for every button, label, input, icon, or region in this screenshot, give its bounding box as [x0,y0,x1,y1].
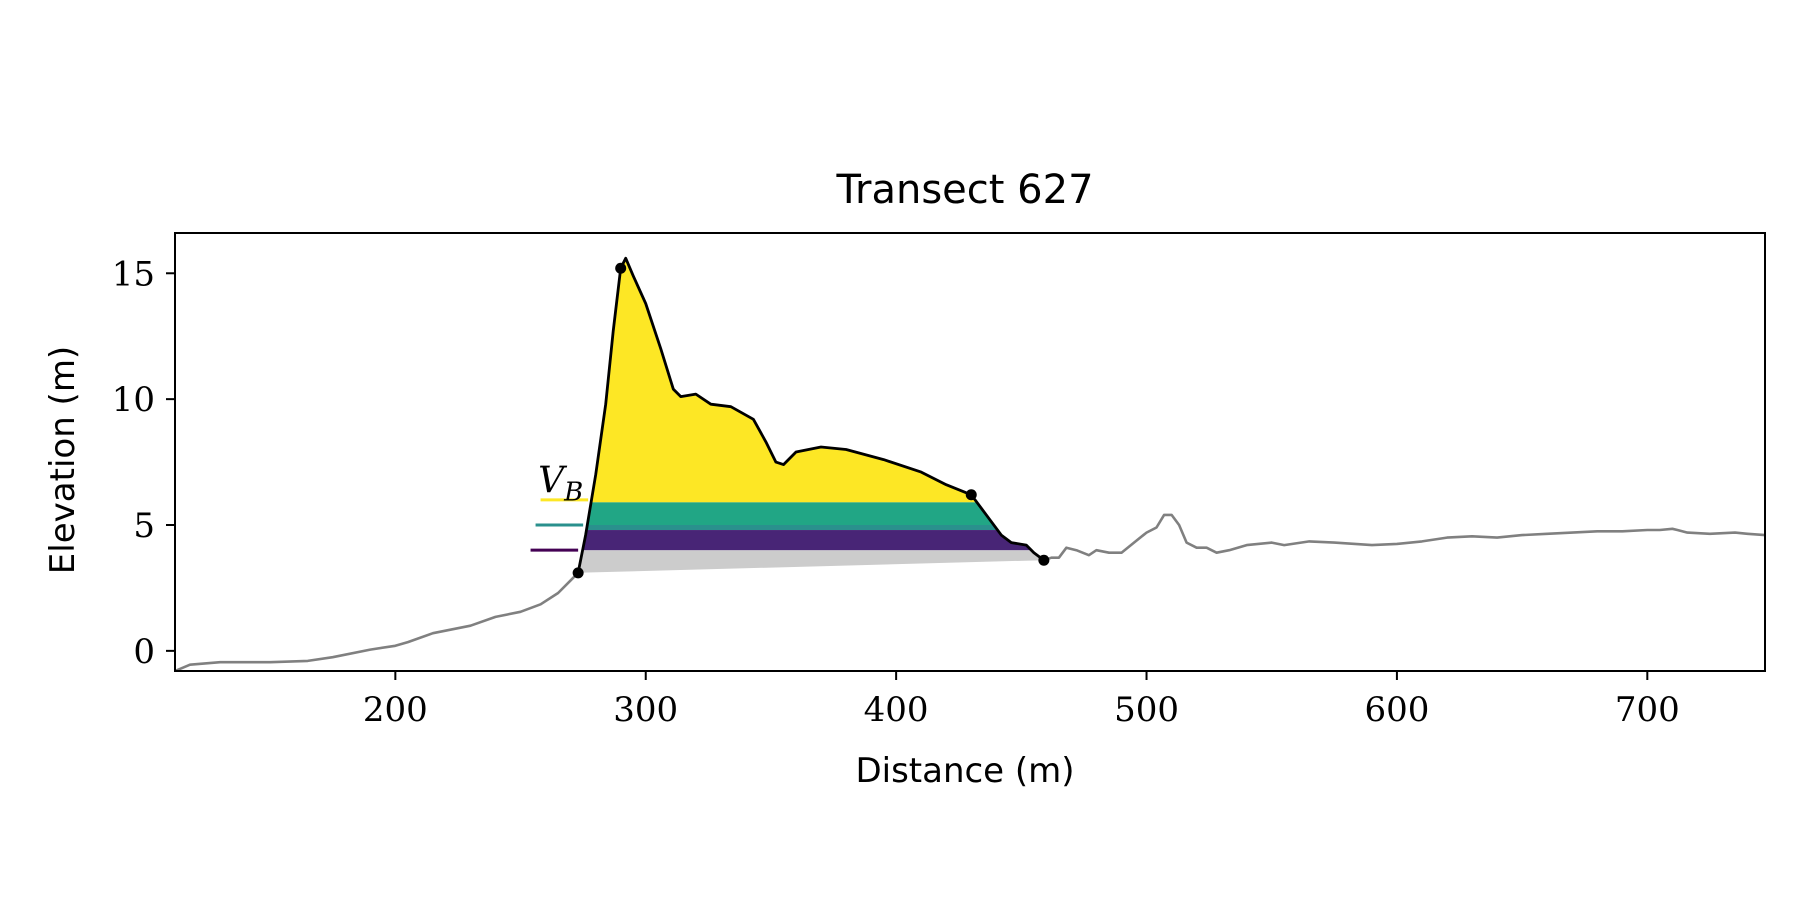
key-point-2 [615,262,627,274]
level-markers [530,498,589,552]
volume-annotation: VB [538,460,583,507]
x-tick-label-400: 400 [864,690,929,730]
x-axis: 200 300 400 500 600 700 [363,671,1680,730]
y-tick-label-15: 15 [112,254,155,294]
key-point-3 [965,489,977,501]
key-point-1 [572,567,584,579]
axes-frame [174,232,1766,672]
annotation-main: V [538,460,568,501]
x-tick-label-500: 500 [1114,690,1179,730]
y-axis: 0 5 10 15 [112,254,175,672]
x-tick-label-700: 700 [1615,690,1680,730]
y-tick-label-5: 5 [133,506,155,546]
y-tick-label-10: 10 [112,380,155,420]
key-point-4 [1038,554,1050,566]
x-axis-label: Distance (m) [855,751,1074,791]
x-tick-label-200: 200 [363,690,428,730]
x-tick-label-600: 600 [1364,690,1429,730]
x-tick-label-300: 300 [613,690,678,730]
y-axis-label: Elevation (m) [43,346,83,574]
volume-layer-3 [578,525,1044,531]
base-wedge [578,550,1044,573]
volume-layer-2 [578,502,1044,525]
y-tick-label-0: 0 [133,632,155,672]
plot-area [175,256,1765,671]
profile-line-seaward [175,571,580,671]
chart-title: Transect 627 [835,167,1093,213]
volume-layer-4 [578,530,1044,551]
profile-line-landward [1043,513,1765,562]
annotation-subscript: B [563,477,583,507]
